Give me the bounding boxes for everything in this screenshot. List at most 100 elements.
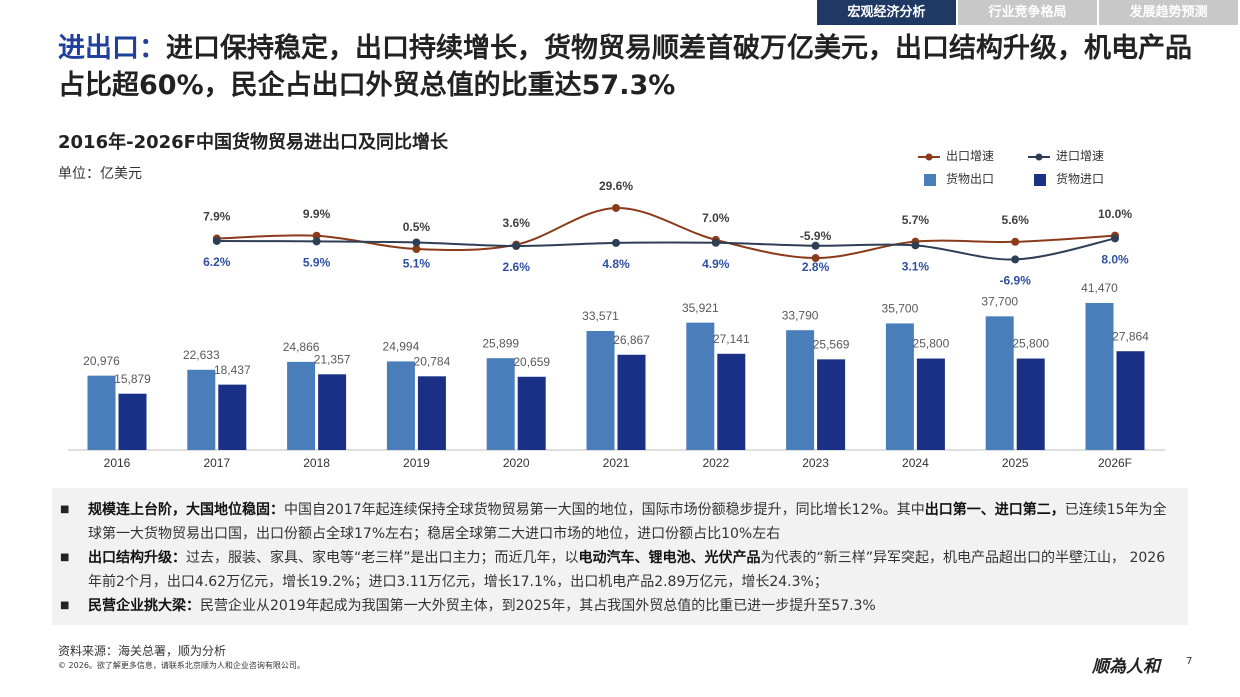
- bar-label: 33,790: [782, 308, 819, 322]
- x-tick-label: 2017: [203, 456, 230, 470]
- headline-text: 进口保持稳定，出口持续增长，货物贸易顺差首破万亿美元，出口结构升级，机电产品占比…: [58, 33, 1192, 101]
- headline: 进出口：进口保持稳定，出口持续增长，货物贸易顺差首破万亿美元，出口结构升级，机电…: [58, 30, 1198, 104]
- growth-label: 7.0%: [702, 211, 730, 225]
- logo: 顺為人和: [1092, 657, 1160, 677]
- bar-label: 24,994: [383, 340, 420, 354]
- growth-dot: [911, 241, 920, 250]
- bar: [287, 361, 316, 450]
- bar-label: 21,357: [314, 352, 351, 366]
- growth-dot: [512, 242, 521, 251]
- growth-label: 10.0%: [1098, 207, 1132, 221]
- tab[interactable]: 发展趋势预测: [1099, 0, 1238, 25]
- note-text: 电动汽车、锂电池、光伏产品: [578, 550, 761, 566]
- bar-label: 35,921: [682, 301, 719, 315]
- bar: [417, 376, 446, 450]
- growth-label: 0.5%: [403, 220, 431, 234]
- note-text: 出口第一、进口第二，: [924, 502, 1065, 518]
- bar: [617, 354, 646, 450]
- x-tick-label: 2025: [1002, 456, 1029, 470]
- unit-label: 单位：亿美元: [58, 166, 142, 182]
- bar-label: 22,633: [183, 348, 220, 362]
- bar: [586, 330, 615, 450]
- x-tick-label: 2024: [902, 456, 929, 470]
- note-text: 民营企业从2019年起成为我国第一大外贸主体，到2025年，其占我国外贸总值的比…: [200, 598, 876, 614]
- source: 资料来源：海关总署，顺为分析: [58, 644, 227, 658]
- bar-label: 25,569: [813, 338, 850, 352]
- tab[interactable]: 宏观经济分析: [817, 0, 956, 25]
- bar: [817, 359, 846, 450]
- growth-label: 5.1%: [403, 257, 431, 271]
- x-tick-label: 2020: [503, 456, 530, 470]
- bar: [686, 322, 715, 450]
- legend-label: 货物出口: [946, 171, 994, 186]
- tab[interactable]: 行业竞争格局: [958, 0, 1097, 25]
- bar: [1085, 302, 1114, 450]
- growth-dot: [312, 231, 321, 240]
- bar: [386, 361, 415, 450]
- bar-label: 35,700: [882, 302, 919, 316]
- legend-label: 货物进口: [1056, 171, 1104, 186]
- bar-label: 20,976: [83, 354, 120, 368]
- legend-label: 进口增速: [1056, 149, 1104, 163]
- growth-label: 29.6%: [599, 179, 633, 193]
- growth-dot: [811, 254, 820, 263]
- note-text: 民营企业挑大梁：: [88, 598, 200, 614]
- bar: [87, 375, 116, 450]
- note: 规模连上台阶，大国地位稳固：中国自2017年起连续保持全球货物贸易第一大国的地位…: [60, 498, 1168, 546]
- bar: [1016, 358, 1045, 450]
- growth-dot: [711, 238, 720, 247]
- bar: [717, 353, 746, 450]
- headline-lead: 进出口：: [58, 33, 166, 64]
- bar-label: 18,437: [214, 363, 251, 377]
- bar-label: 27,864: [1112, 329, 1149, 343]
- bar: [118, 393, 147, 450]
- growth-label: 3.6%: [503, 216, 531, 230]
- growth-label: 6.2%: [203, 255, 231, 269]
- growth-dot: [811, 241, 820, 250]
- bar: [218, 384, 247, 450]
- bar-label: 27,141: [713, 332, 750, 346]
- bar: [517, 376, 546, 450]
- growth-label: 5.9%: [303, 256, 331, 270]
- note-text: 为代表的“新三样”异军突起，机电产品超出口的半壁江山， 2026年前2个月，出口…: [88, 550, 1166, 590]
- bar: [885, 323, 914, 450]
- x-tick-label: 2018: [303, 456, 330, 470]
- note-text: 规模连上台阶，大国地位稳固：: [88, 502, 284, 518]
- legend-dot: [925, 153, 933, 161]
- note-text: 中国自2017年起连续保持全球货物贸易第一大国的地位，国际市场份额稳步提升，同比…: [284, 502, 925, 518]
- copyright: © 2026。欲了解更多信息，请联系北京顺为人和企业咨询有限公司。: [58, 661, 305, 670]
- legend-dot: [1035, 153, 1043, 161]
- x-tick-label: 2022: [702, 456, 729, 470]
- note-text: 已连续15年为全球第一大货物贸易出口国，出口份额占全球17%左右；稳居全球第二大…: [88, 502, 1167, 542]
- growth-dot: [212, 236, 221, 245]
- growth-dot: [412, 244, 421, 253]
- bar-label: 20,659: [513, 355, 550, 369]
- bar-label: 25,800: [913, 337, 950, 351]
- growth-label: 5.7%: [902, 213, 930, 227]
- growth-dot: [1011, 237, 1020, 246]
- growth-label: 9.9%: [303, 207, 331, 221]
- growth-dot: [612, 203, 620, 212]
- page-number: 7: [1186, 656, 1193, 667]
- note: 出口结构升级：过去，服装、家具、家电等“老三样”是出口主力；而近几年，以电动汽车…: [60, 546, 1168, 594]
- growth-label: 2.8%: [802, 260, 830, 274]
- legend-swatch: [924, 174, 936, 186]
- growth-line: [216, 237, 1116, 261]
- bar-label: 20,784: [414, 354, 451, 368]
- growth-label: 5.6%: [1002, 213, 1030, 227]
- bar: [486, 358, 515, 450]
- growth-dot: [312, 237, 321, 246]
- growth-label: -5.9%: [800, 229, 832, 243]
- x-tick-label: 2021: [603, 456, 630, 470]
- x-tick-label: 2016: [104, 456, 131, 470]
- bar-label: 33,571: [582, 309, 619, 323]
- growth-label: 2.6%: [503, 260, 531, 274]
- legend-swatch: [1034, 174, 1046, 186]
- growth-label: 7.9%: [203, 210, 231, 224]
- bar: [985, 316, 1014, 450]
- note-text: 出口结构升级：: [88, 550, 186, 566]
- growth-dot: [1011, 255, 1020, 264]
- bar: [786, 330, 815, 450]
- growth-line: [216, 206, 1116, 260]
- note: 民营企业挑大梁：民营企业从2019年起成为我国第一大外贸主体，到2025年，其占…: [60, 594, 1168, 618]
